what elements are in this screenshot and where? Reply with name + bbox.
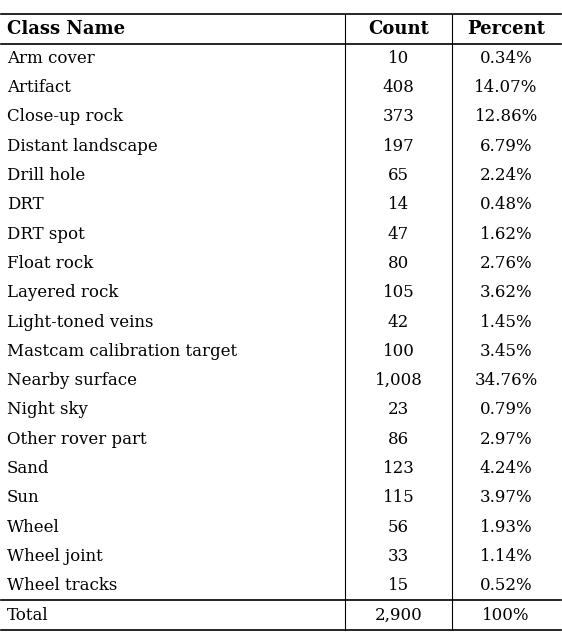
- Text: DRT spot: DRT spot: [7, 225, 85, 243]
- Text: 6.79%: 6.79%: [480, 138, 532, 155]
- Text: 373: 373: [383, 108, 414, 126]
- Text: Night sky: Night sky: [7, 401, 88, 419]
- Text: 80: 80: [388, 255, 409, 272]
- Text: 0.48%: 0.48%: [480, 196, 532, 213]
- Text: Mastcam calibration target: Mastcam calibration target: [7, 343, 237, 360]
- Text: 15: 15: [388, 577, 409, 594]
- Text: 0.79%: 0.79%: [480, 401, 532, 419]
- Text: Light-toned veins: Light-toned veins: [7, 314, 153, 330]
- Text: Total: Total: [7, 607, 48, 623]
- Text: Distant landscape: Distant landscape: [7, 138, 158, 155]
- Text: 1.93%: 1.93%: [480, 518, 532, 536]
- Text: Float rock: Float rock: [7, 255, 93, 272]
- Text: 1.45%: 1.45%: [480, 314, 532, 330]
- Text: 86: 86: [388, 431, 409, 448]
- Text: Nearby surface: Nearby surface: [7, 372, 137, 389]
- Text: Count: Count: [368, 20, 429, 38]
- Text: Wheel joint: Wheel joint: [7, 548, 103, 565]
- Text: Other rover part: Other rover part: [7, 431, 147, 448]
- Text: 1.62%: 1.62%: [480, 225, 532, 243]
- Text: 197: 197: [383, 138, 414, 155]
- Text: 12.86%: 12.86%: [474, 108, 538, 126]
- Text: 33: 33: [388, 548, 409, 565]
- Text: 3.45%: 3.45%: [480, 343, 532, 360]
- Text: 42: 42: [388, 314, 409, 330]
- Text: 65: 65: [388, 167, 409, 184]
- Text: 3.62%: 3.62%: [480, 284, 532, 301]
- Text: Drill hole: Drill hole: [7, 167, 85, 184]
- Text: 100: 100: [383, 343, 414, 360]
- Text: Class Name: Class Name: [7, 20, 125, 38]
- Text: 123: 123: [383, 460, 414, 477]
- Text: 0.34%: 0.34%: [480, 50, 532, 67]
- Text: Sand: Sand: [7, 460, 49, 477]
- Text: 14: 14: [388, 196, 409, 213]
- Text: 10: 10: [388, 50, 409, 67]
- Text: Wheel tracks: Wheel tracks: [7, 577, 117, 594]
- Text: Wheel: Wheel: [7, 518, 60, 536]
- Text: 23: 23: [388, 401, 409, 419]
- Text: 1.14%: 1.14%: [480, 548, 532, 565]
- Text: 3.97%: 3.97%: [480, 489, 532, 506]
- Text: 34.76%: 34.76%: [474, 372, 538, 389]
- Text: 100%: 100%: [482, 607, 530, 623]
- Text: Percent: Percent: [467, 20, 545, 38]
- Text: Close-up rock: Close-up rock: [7, 108, 123, 126]
- Text: Arm cover: Arm cover: [7, 50, 95, 67]
- Text: 408: 408: [383, 79, 414, 96]
- Text: 0.52%: 0.52%: [480, 577, 532, 594]
- Text: 56: 56: [388, 518, 409, 536]
- Text: 2.76%: 2.76%: [480, 255, 532, 272]
- Text: Sun: Sun: [7, 489, 39, 506]
- Text: Layered rock: Layered rock: [7, 284, 119, 301]
- Text: DRT: DRT: [7, 196, 44, 213]
- Text: 1,008: 1,008: [374, 372, 423, 389]
- Text: 47: 47: [388, 225, 409, 243]
- Text: Artifact: Artifact: [7, 79, 71, 96]
- Text: 2.24%: 2.24%: [480, 167, 532, 184]
- Text: 14.07%: 14.07%: [474, 79, 538, 96]
- Text: 2,900: 2,900: [374, 607, 422, 623]
- Text: 105: 105: [383, 284, 414, 301]
- Text: 4.24%: 4.24%: [480, 460, 532, 477]
- Text: 115: 115: [383, 489, 414, 506]
- Text: 2.97%: 2.97%: [480, 431, 532, 448]
